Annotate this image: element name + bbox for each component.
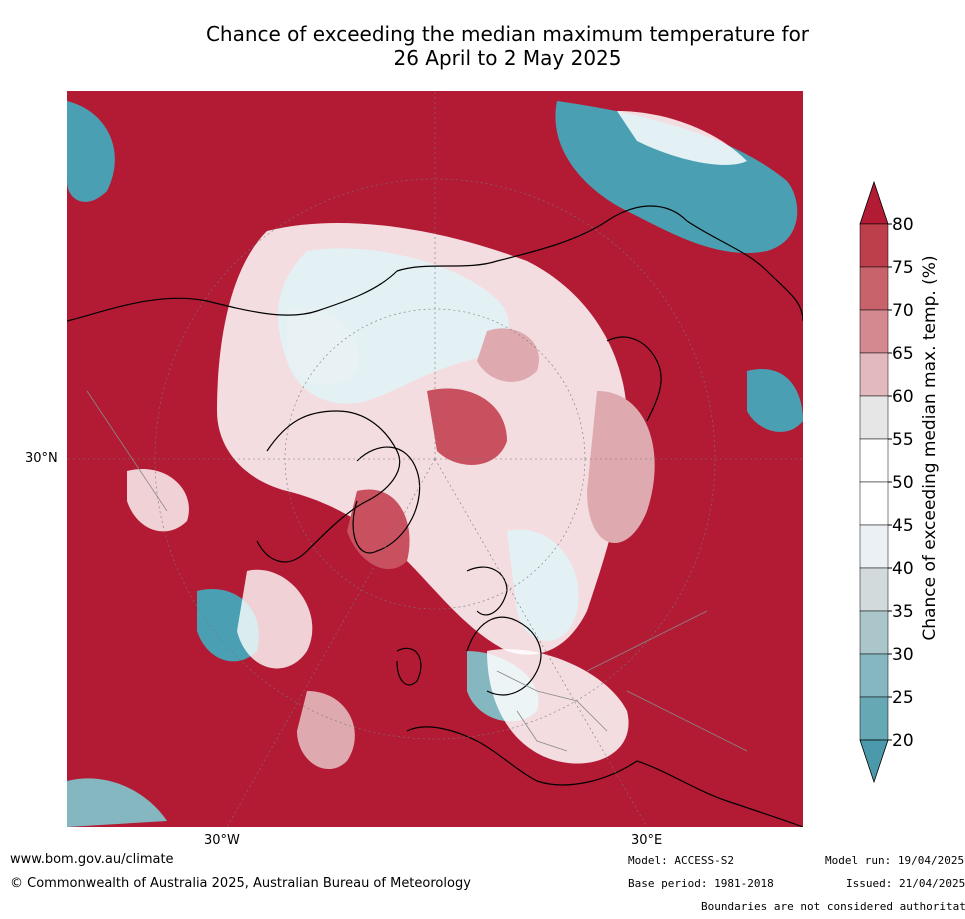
colorbar-arrow-bottom [859,739,889,784]
colorbar-tick-label: 25 [892,688,914,708]
footer-copyright: © Commonwealth of Australia 2025, Austra… [10,876,471,891]
borders [86,390,748,752]
colorbar-tick-label: 75 [892,258,914,278]
lon-label-30w: 30°W [204,833,240,848]
colorbar-tick-label: 55 [892,430,914,450]
colorbar-tick-label: 70 [892,301,914,321]
colorbar-arrow-top [859,180,889,225]
graticule [67,91,803,827]
colorbar-tick-label: 45 [892,516,914,536]
footer-disclaimer: Boundaries are not considered authoritat… [701,900,965,913]
footer-website: www.bom.gov.au/climate [10,852,174,867]
footer-model-run: Model run: 19/04/2025 [825,854,965,867]
colorbar-band [859,567,889,612]
map-title-line2: 26 April to 2 May 2025 [393,46,622,70]
footer-issued: Issued: 21/04/2025 [846,877,965,890]
colorbar-band [859,395,889,440]
colorbar: 80 75 70 65 60 55 50 45 40 35 30 25 20 [859,180,914,784]
colorbar-band [859,223,889,268]
colorbar-tick-label: 80 [892,215,914,235]
colorbar-tick-label: 35 [892,602,914,622]
footer-model: Model: ACCESS-S2 [628,854,734,867]
colorbar-band [859,524,889,569]
footer-base-period: Base period: 1981-2018 [628,877,774,890]
colorbar-tick-label: 20 [892,731,914,751]
colorbar-title: Chance of exceeding median max. temp. (%… [920,255,940,641]
colorbar-tick-label: 50 [892,473,914,493]
colorbar-tick-label: 65 [892,344,914,364]
lon-label-30e: 30°E [631,833,663,848]
warm-regions [297,328,655,770]
colorbar-band [859,696,889,741]
colorbar-band [859,610,889,655]
coastlines [67,205,803,827]
colorbar-band [859,309,889,354]
colorbar-band [859,481,889,526]
lat-label-30n: 30°N [25,451,58,466]
colorbar-band [859,266,889,311]
colorbar-band [859,352,889,397]
map-title-line1: Chance of exceeding the median maximum t… [205,22,810,46]
colorbar-tick-label: 30 [892,645,914,665]
colorbar-band [859,438,889,483]
temperature-probability-map [67,91,803,827]
colorbar-tick-label: 60 [892,387,914,407]
neutral-regions [127,111,747,764]
colorbar-tick-label: 40 [892,559,914,579]
colorbar-band [859,653,889,698]
